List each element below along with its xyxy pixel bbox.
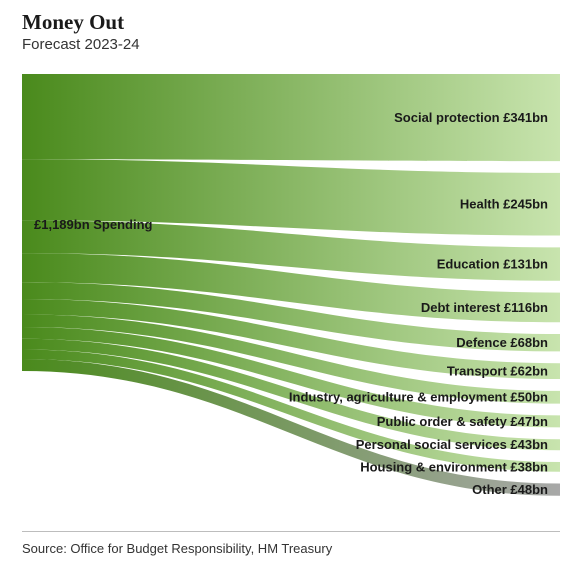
flow-label: Housing & environment £38bn bbox=[360, 459, 548, 474]
flow-label: Education £131bn bbox=[437, 257, 548, 272]
flow-group bbox=[22, 74, 560, 496]
flow-label: Transport £62bn bbox=[447, 364, 548, 379]
flow-band bbox=[22, 282, 560, 352]
flow-label: Personal social services £43bn bbox=[356, 437, 548, 452]
flow-band bbox=[22, 338, 560, 451]
flow-band bbox=[22, 253, 560, 323]
source-note: Source: Office for Budget Responsibility… bbox=[22, 541, 333, 556]
flow-band bbox=[22, 327, 560, 428]
source-node-label: £1,189bn Spending bbox=[34, 217, 153, 232]
flow-band bbox=[22, 74, 560, 162]
flow-label: Public order & safety £47bn bbox=[377, 414, 548, 429]
flow-label: Defence £68bn bbox=[456, 335, 548, 350]
flow-band bbox=[22, 314, 560, 404]
flow-band bbox=[22, 159, 560, 236]
flow-label: Debt interest £116bn bbox=[421, 300, 548, 315]
chart-subtitle: Forecast 2023-24 bbox=[22, 36, 140, 53]
flow-label: Industry, agriculture & employment £50bn bbox=[289, 390, 548, 405]
flow-band bbox=[22, 220, 560, 281]
sankey-chart: Social protection £341bn Health £245bn Edu… bbox=[22, 74, 560, 497]
flow-label: Health £245bn bbox=[460, 197, 548, 212]
flow-label: Other £48bn bbox=[472, 482, 548, 497]
footer-divider bbox=[22, 531, 560, 532]
flow-label: Social protection £341bn bbox=[394, 110, 548, 125]
chart-title: Money Out bbox=[22, 10, 125, 34]
flow-band bbox=[22, 359, 560, 496]
flow-band bbox=[22, 299, 560, 380]
flow-band bbox=[22, 349, 560, 472]
label-group: Social protection £341bn Health £245bn Edu… bbox=[34, 110, 548, 497]
